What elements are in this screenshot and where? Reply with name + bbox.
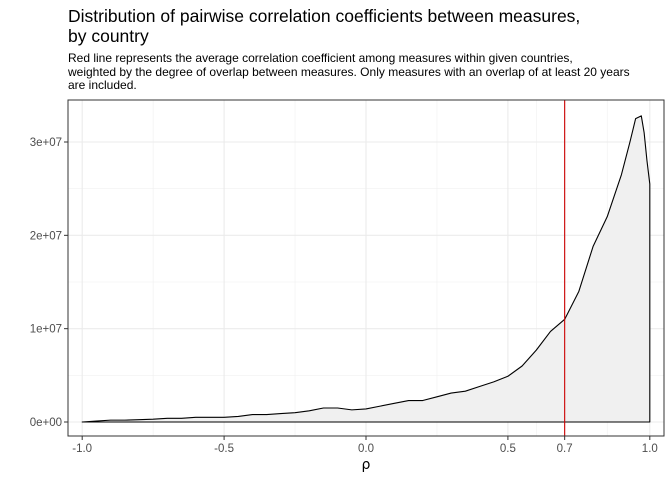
y-tick-label: 2e+07 (30, 230, 62, 242)
chart-subtitle-line-2: weighted by the degree of overlap betwee… (68, 64, 630, 79)
chart-subtitle-line-1: Red line represents the average correlat… (68, 51, 573, 65)
x-tick-label: 0.7 (557, 443, 573, 455)
x-tick-label: 0.5 (500, 443, 516, 455)
x-axis-title: ρ (362, 457, 371, 473)
y-tick-label: 3e+07 (30, 137, 62, 149)
y-tick-label: 1e+07 (30, 324, 62, 336)
x-tick-label: -0.5 (214, 443, 234, 455)
x-tick-label: 0.0 (358, 443, 374, 455)
chart-title-line-2: by country (68, 26, 149, 46)
y-tick-label: 0e+00 (30, 417, 62, 429)
x-tick-label: 1.0 (642, 443, 658, 455)
chart-subtitle: Red line represents the average correlat… (68, 51, 670, 93)
x-tick-label: -1.0 (72, 443, 92, 455)
density-area (81, 115, 651, 423)
chart-subtitle-line-3: are included. (68, 78, 137, 92)
chart-title-line-1: Distribution of pairwise correlation coe… (68, 6, 581, 26)
chart-title: Distribution of pairwise correlation coe… (68, 6, 668, 46)
